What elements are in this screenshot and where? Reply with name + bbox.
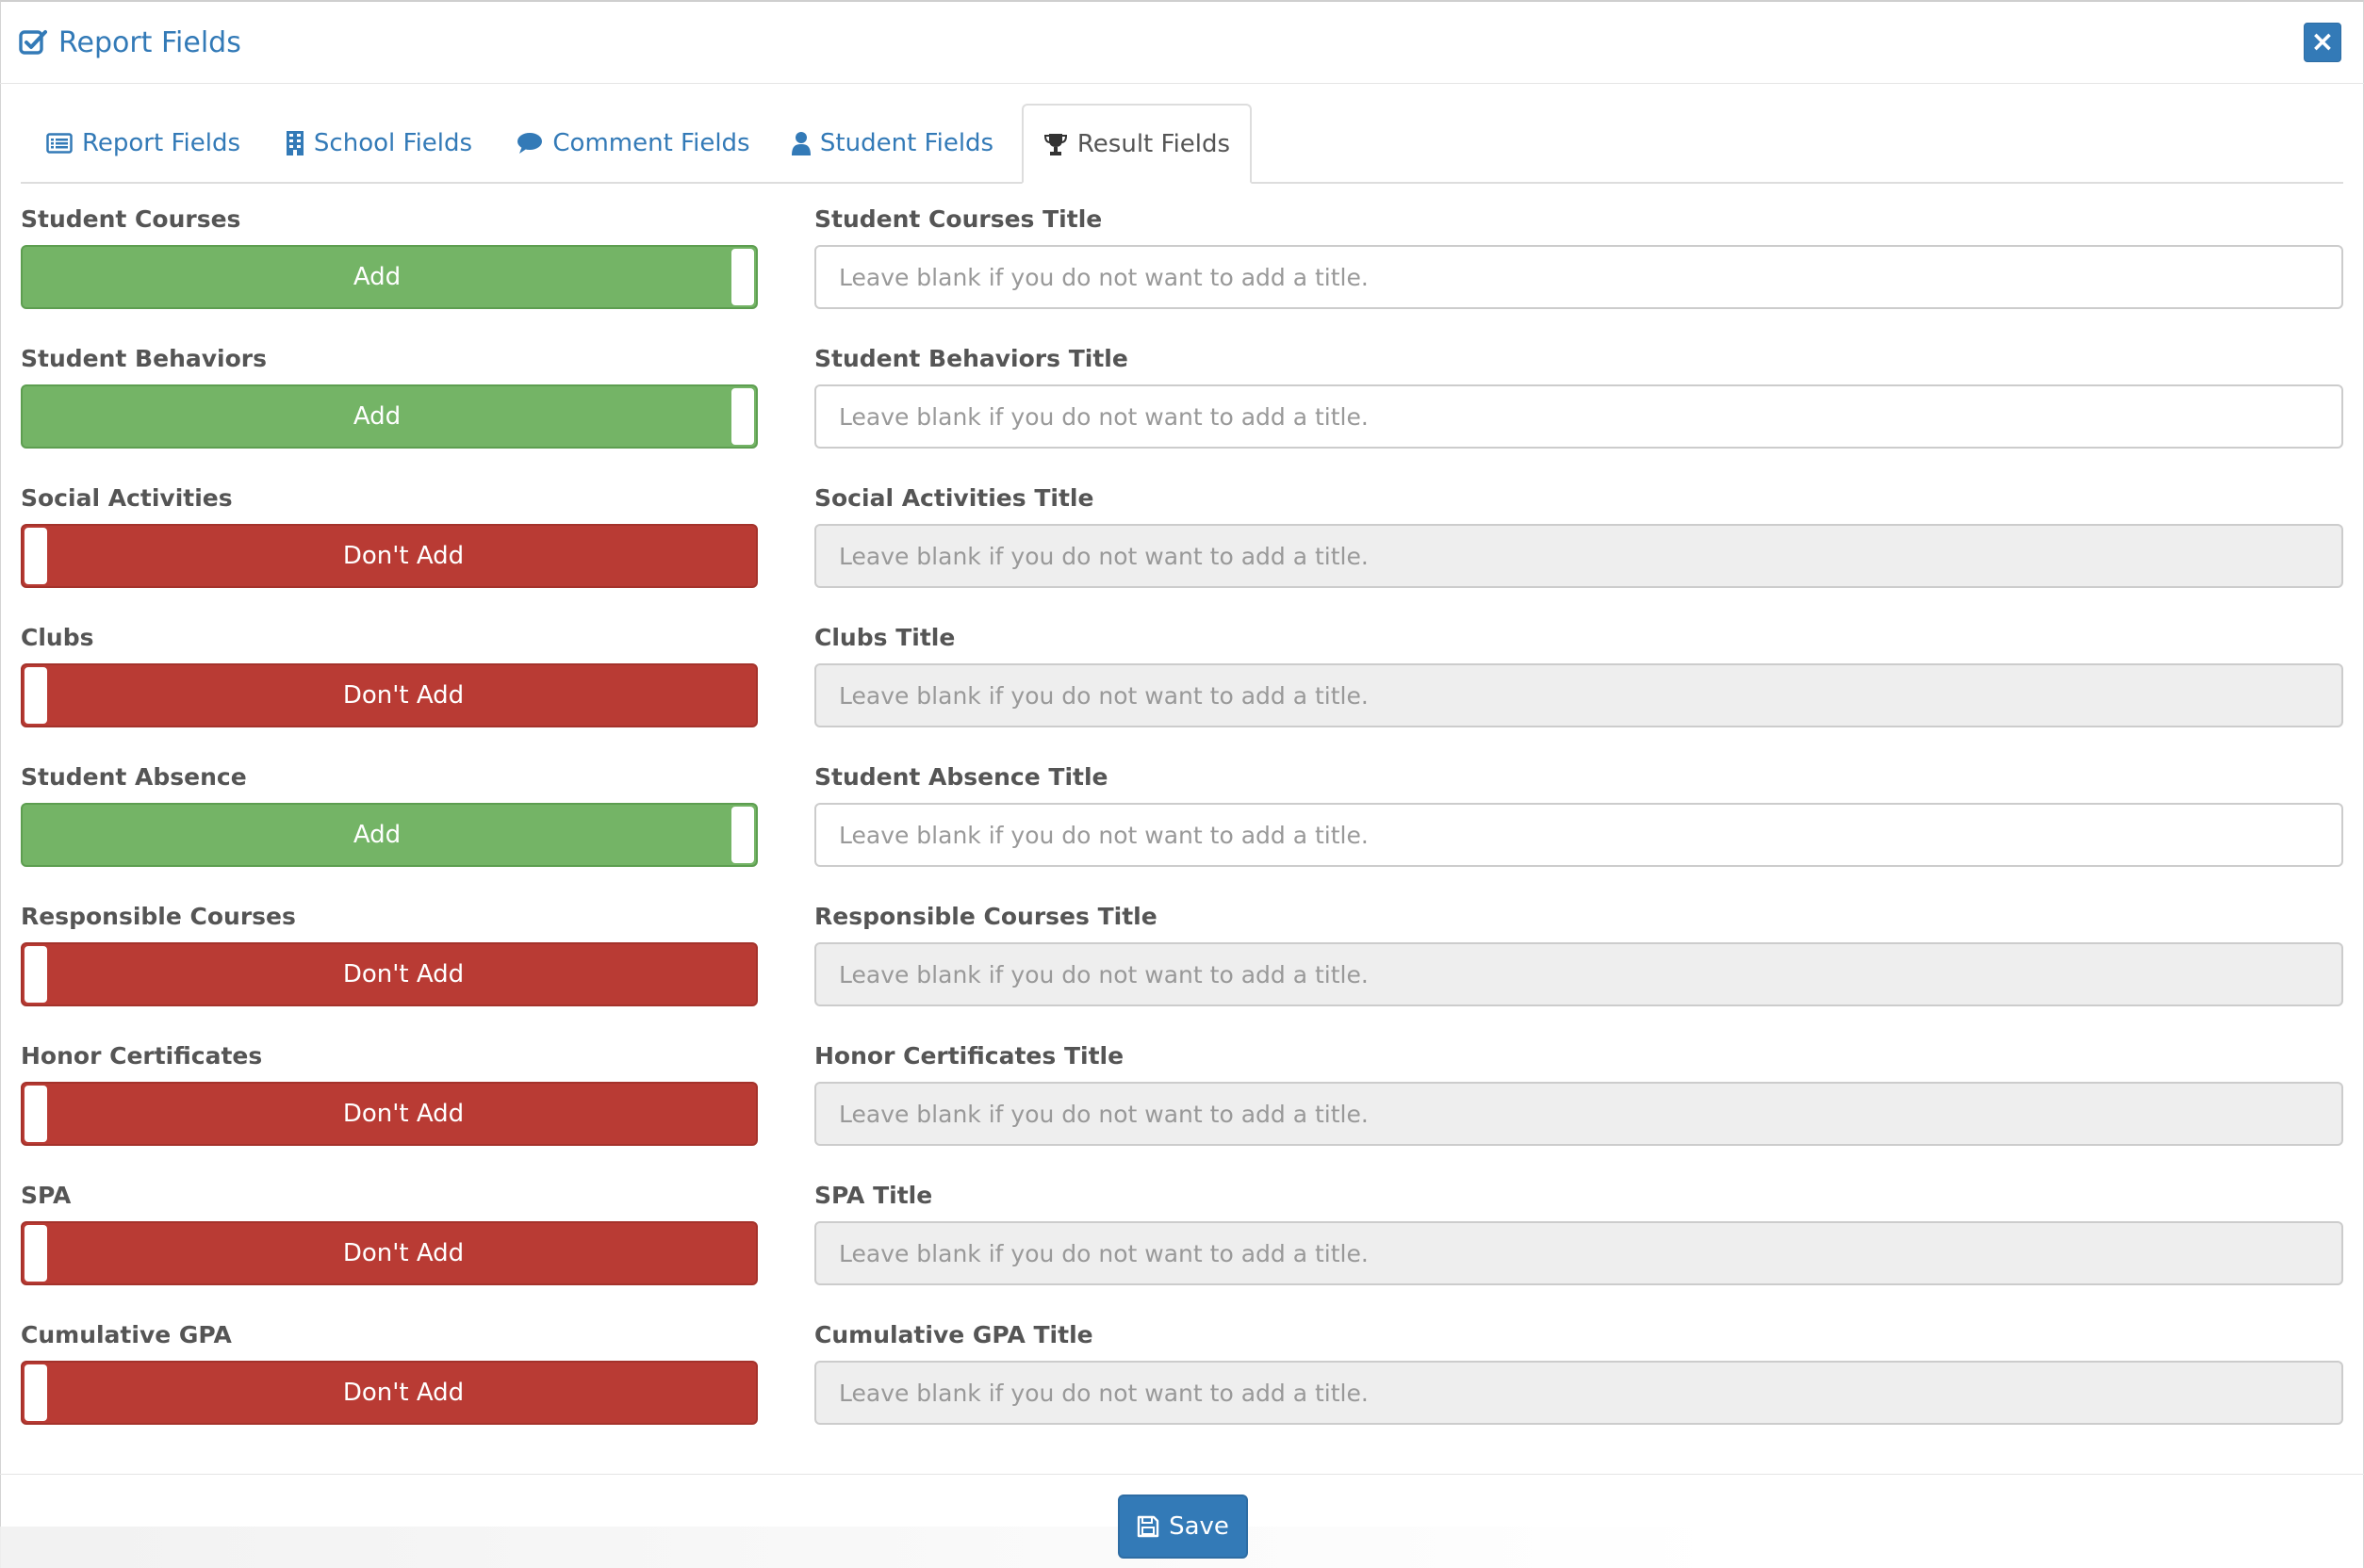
field-row-student-absence: Student Absence Add Student Absence Title <box>0 763 2364 903</box>
toggle-handle[interactable] <box>731 807 754 863</box>
trophy-icon <box>1043 132 1068 156</box>
field-row-student-courses: Student Courses Add Student Courses Title <box>0 205 2364 345</box>
modal-header: Report Fields × <box>0 0 2364 84</box>
toggle-handle[interactable] <box>731 249 754 305</box>
title-input-cumulative-gpa[interactable] <box>814 1361 2343 1425</box>
modal-title-text: Report Fields <box>58 25 241 59</box>
title-label: Responsible Courses Title <box>814 903 1157 930</box>
field-label: Honor Certificates <box>21 1042 263 1070</box>
user-icon <box>791 131 811 155</box>
toggle-state-label: Don't Add <box>342 542 465 570</box>
title-label: Honor Certificates Title <box>814 1042 1125 1070</box>
toggle-handle[interactable] <box>25 946 47 1003</box>
tab-comment-fields[interactable]: Comment Fields <box>517 104 750 182</box>
toggle-honor-certificates[interactable]: Don't Add <box>21 1082 758 1146</box>
field-row-student-behaviors: Student Behaviors Add Student Behaviors Ti… <box>0 345 2364 484</box>
toggle-student-absence[interactable]: Add <box>21 803 758 867</box>
toggle-clubs[interactable]: Don't Add <box>21 663 758 727</box>
field-label: Student Courses <box>21 205 241 233</box>
save-button-label: Save <box>1169 1512 1229 1541</box>
building-icon <box>286 130 304 156</box>
modal-footer <box>0 1474 2364 1568</box>
tab-label: Comment Fields <box>552 128 750 157</box>
field-label: SPA <box>21 1182 72 1209</box>
title-input-student-courses[interactable] <box>814 245 2343 309</box>
title-input-responsible-courses[interactable] <box>814 942 2343 1006</box>
toggle-handle[interactable] <box>25 1086 47 1142</box>
tab-label: Report Fields <box>82 128 241 157</box>
title-label: Student Courses Title <box>814 205 1103 233</box>
field-label: Cumulative GPA <box>21 1321 232 1348</box>
save-button[interactable]: Save <box>1118 1494 1248 1559</box>
toggle-social-activities[interactable]: Don't Add <box>21 524 758 588</box>
field-label: Responsible Courses <box>21 903 296 930</box>
toggle-state-label: Add <box>353 402 402 431</box>
title-label: SPA Title <box>814 1182 933 1209</box>
title-label: Clubs Title <box>814 624 956 651</box>
field-row-social-activities: Social Activities Don't Add Social Activit… <box>0 484 2364 624</box>
toggle-student-courses[interactable]: Add <box>21 245 758 309</box>
toggle-state-label: Don't Add <box>342 1239 465 1267</box>
floppy-disk-icon <box>1137 1515 1159 1538</box>
toggle-handle[interactable] <box>25 1364 47 1421</box>
close-button[interactable]: × <box>2304 23 2341 62</box>
title-label: Cumulative GPA Title <box>814 1321 1093 1348</box>
field-row-honor-certificates: Honor Certificates Don't Add Honor Certifi… <box>0 1042 2364 1182</box>
toggle-state-label: Don't Add <box>342 960 465 988</box>
toggle-handle[interactable] <box>25 528 47 584</box>
title-input-student-behaviors[interactable] <box>814 384 2343 449</box>
title-label: Student Absence Title <box>814 763 1108 791</box>
tab-label: Student Fields <box>819 128 994 157</box>
field-label: Student Behaviors <box>21 345 267 372</box>
tab-bar: Report Fields School Fields <box>21 104 2343 184</box>
toggle-handle[interactable] <box>731 388 754 445</box>
field-label: Student Absence <box>21 763 247 791</box>
toggle-handle[interactable] <box>25 667 47 724</box>
toggle-responsible-courses[interactable]: Don't Add <box>21 942 758 1006</box>
toggle-cumulative-gpa[interactable]: Don't Add <box>21 1361 758 1425</box>
field-row-cumulative-gpa: Cumulative GPA Don't Add Cumulative GPA Ti… <box>0 1321 2364 1461</box>
title-input-student-absence[interactable] <box>814 803 2343 867</box>
field-row-spa: SPA Don't Add SPA Title <box>0 1182 2364 1321</box>
title-input-social-activities[interactable] <box>814 524 2343 588</box>
title-label: Social Activities Title <box>814 484 1094 512</box>
title-input-spa[interactable] <box>814 1221 2343 1285</box>
title-label: Student Behaviors Title <box>814 345 1128 372</box>
toggle-state-label: Don't Add <box>342 681 465 710</box>
tab-label: Result Fields <box>1076 129 1231 158</box>
toggle-state-label: Add <box>353 821 402 849</box>
title-input-honor-certificates[interactable] <box>814 1082 2343 1146</box>
modal-title: Report Fields <box>19 21 241 64</box>
toggle-state-label: Add <box>353 263 402 291</box>
field-label: Clubs <box>21 624 94 651</box>
field-row-clubs: Clubs Don't Add Clubs Title <box>0 624 2364 763</box>
field-row-responsible-courses: Responsible Courses Don't Add Responsible … <box>0 903 2364 1042</box>
toggle-state-label: Don't Add <box>342 1379 465 1407</box>
tab-student-fields[interactable]: Student Fields <box>791 104 994 182</box>
toggle-student-behaviors[interactable]: Add <box>21 384 758 449</box>
tab-school-fields[interactable]: School Fields <box>285 104 473 182</box>
field-label: Social Activities <box>21 484 233 512</box>
comment-icon <box>517 132 543 155</box>
footer-shadow <box>0 1527 1725 1568</box>
tab-result-fields[interactable]: Result Fields <box>1022 104 1252 184</box>
tab-report-fields[interactable]: Report Fields <box>46 104 241 182</box>
title-input-clubs[interactable] <box>814 663 2343 727</box>
toggle-state-label: Don't Add <box>342 1100 465 1128</box>
check-square-icon <box>19 28 47 57</box>
toggle-handle[interactable] <box>25 1225 47 1282</box>
list-alt-icon <box>46 132 73 154</box>
tab-label: School Fields <box>313 128 473 157</box>
toggle-spa[interactable]: Don't Add <box>21 1221 758 1285</box>
